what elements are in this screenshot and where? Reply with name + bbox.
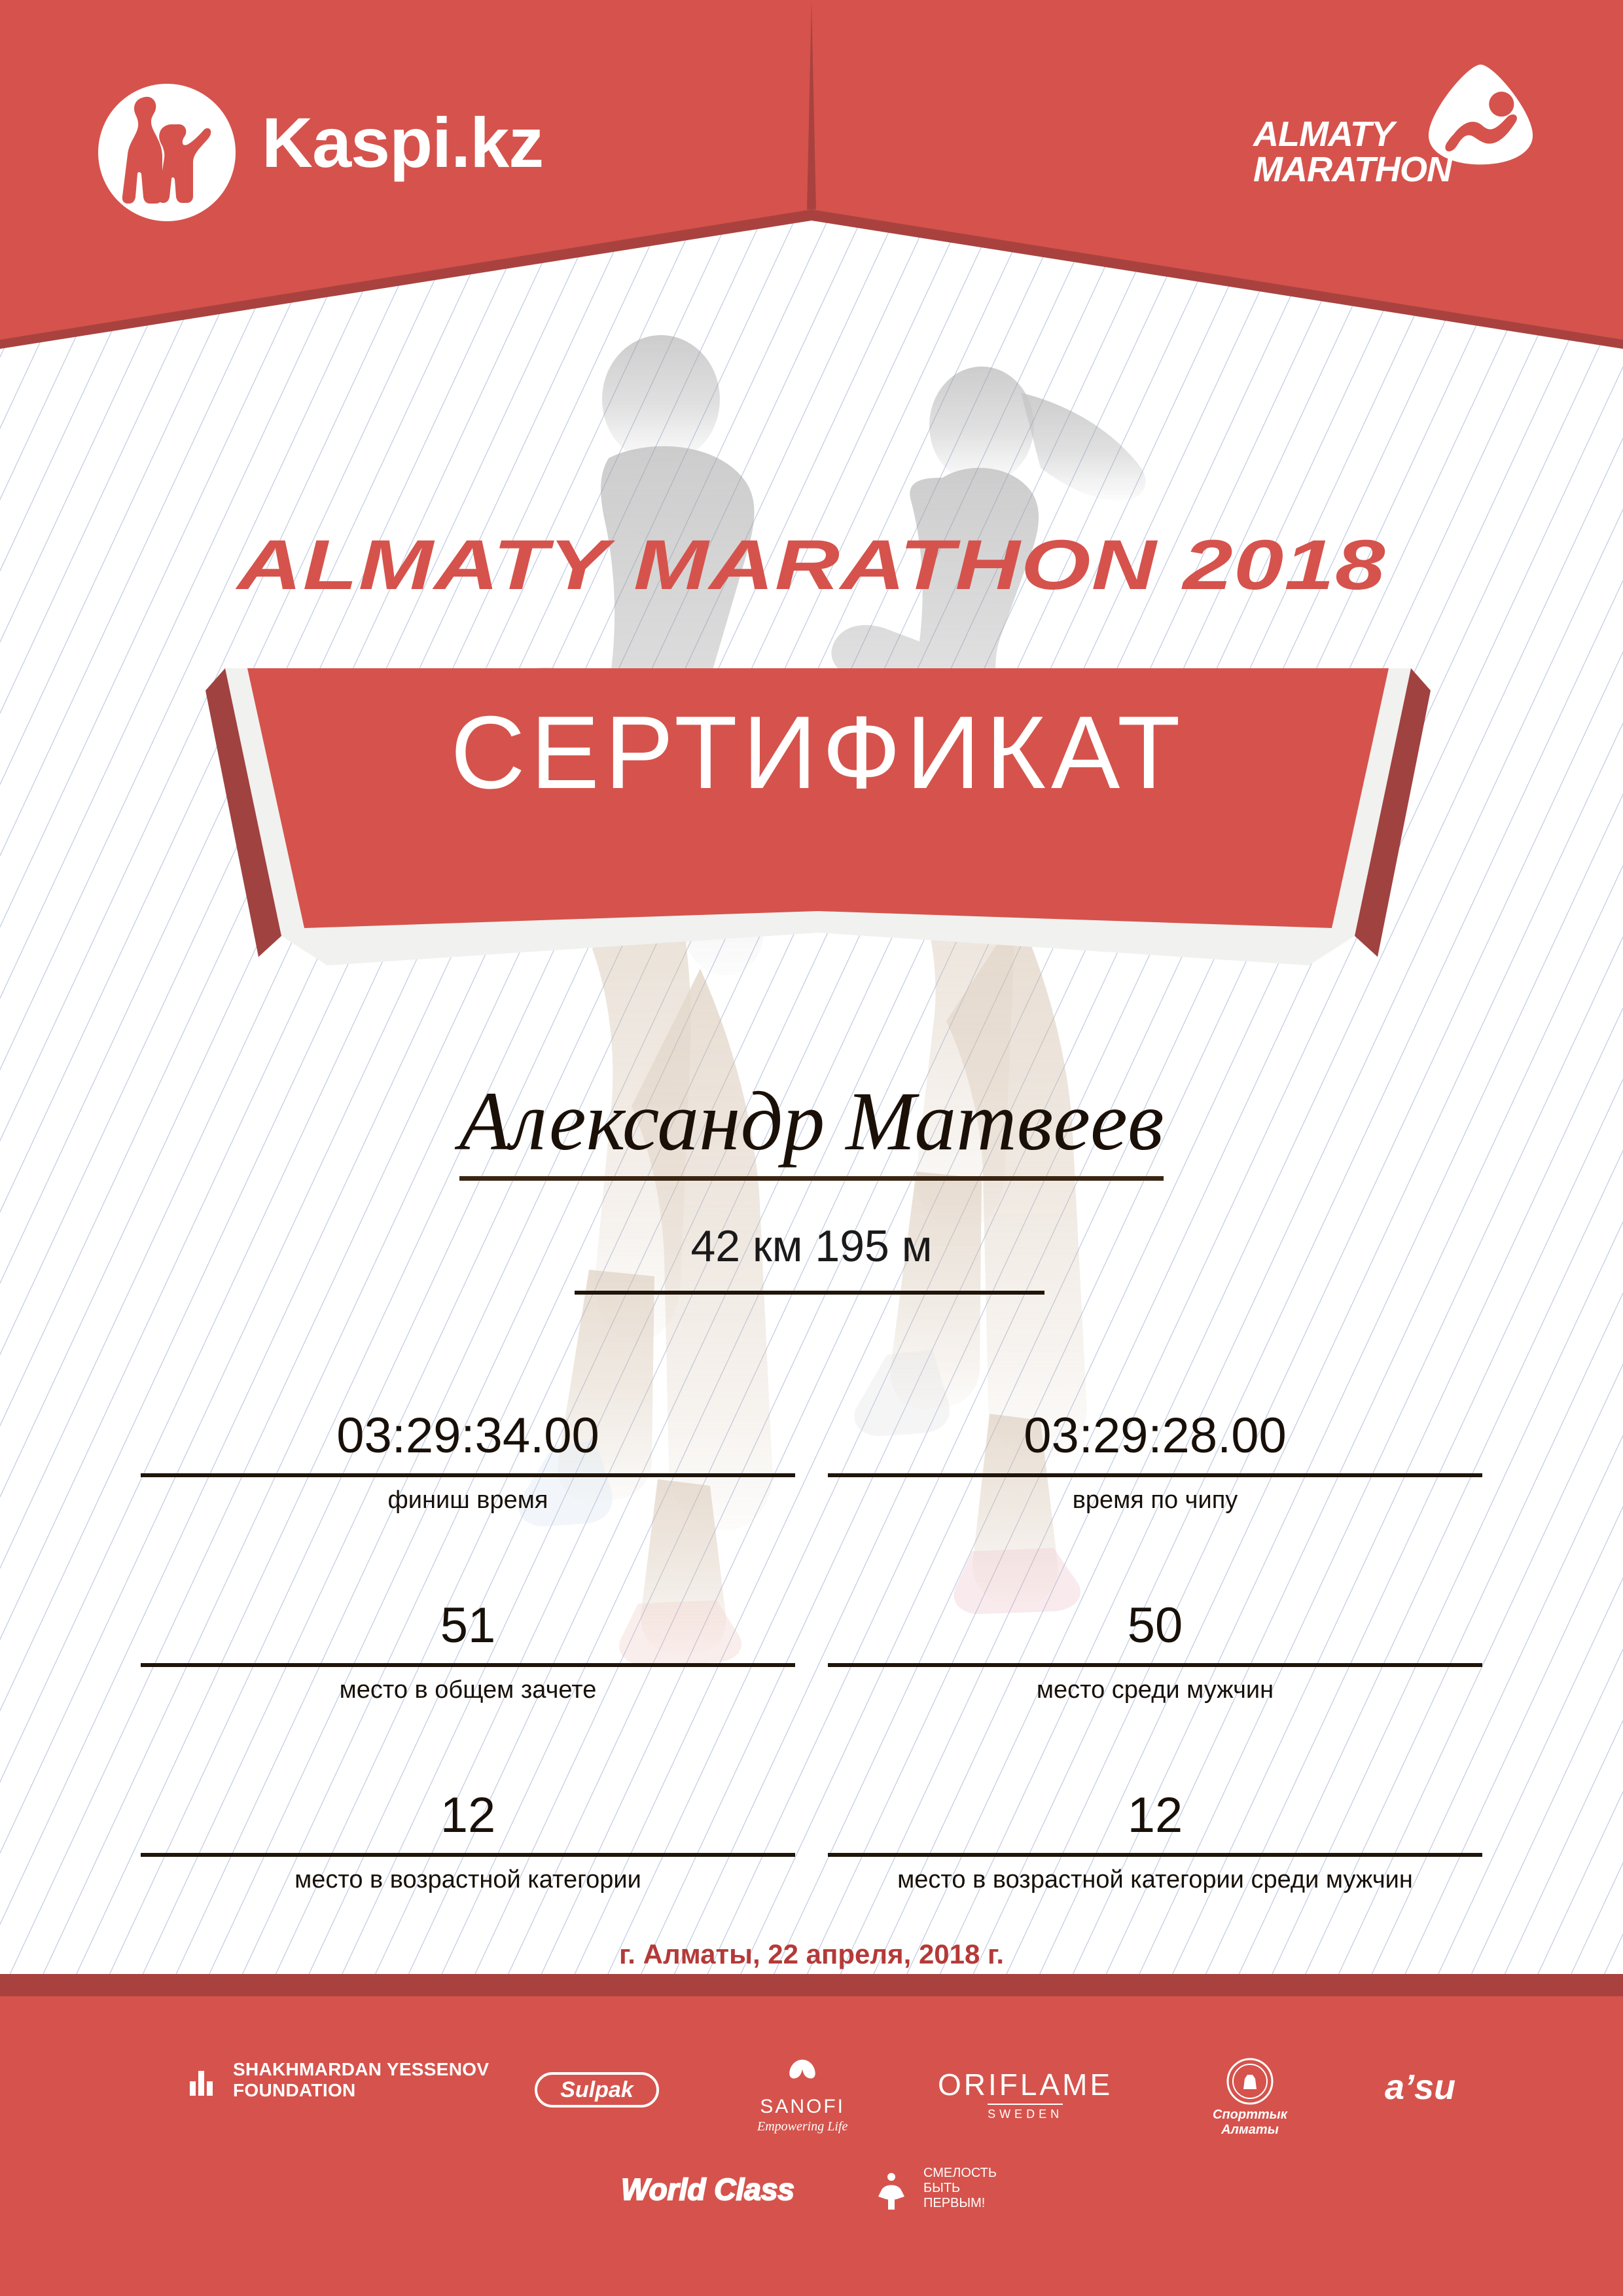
svg-text:Sulpak: Sulpak xyxy=(560,2077,635,2102)
